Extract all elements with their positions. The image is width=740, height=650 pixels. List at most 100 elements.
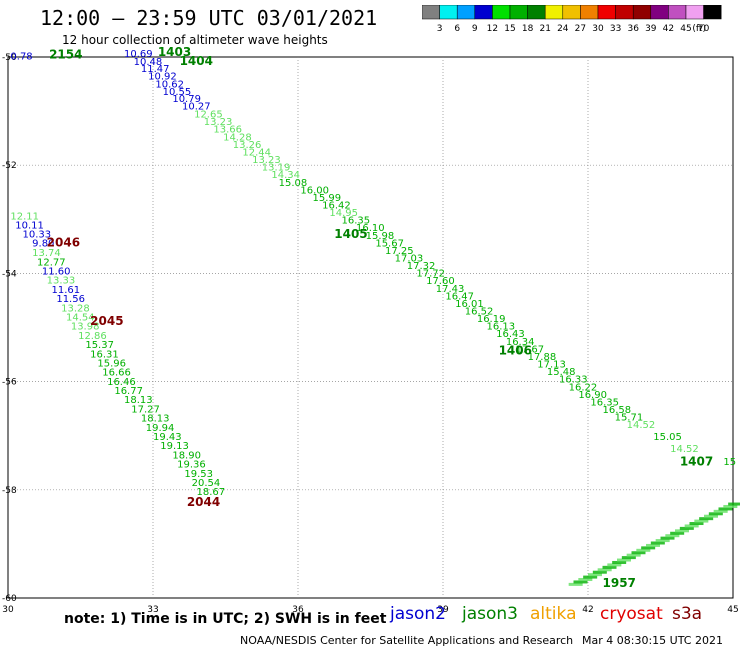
wave-height-value: 15.37 (85, 340, 114, 351)
wave-height-value: 10.33 (23, 230, 52, 241)
map-frame (7, 56, 734, 599)
wave-height-value: 15.96 (97, 358, 126, 369)
satellite-jason3-label: jason3 (462, 604, 518, 624)
wave-height-value: 18.13 (124, 395, 153, 406)
wave-height-value: 12.44 (242, 147, 271, 158)
wave-height-value: 16.43 (496, 329, 525, 340)
wave-height-value: 17.03 (395, 253, 424, 264)
generated-timestamp: Mar 4 08:30:15 UTC 2021 (582, 634, 723, 647)
pass-time-label: 2154 (49, 48, 82, 62)
wave-height-value: 13.98 (71, 322, 100, 333)
wave-height-value: 16.19 (477, 314, 506, 325)
wave-height-value: 15.48 (547, 367, 576, 378)
wave-height-value: 12.77 (37, 257, 66, 268)
track-segment (728, 502, 740, 506)
longitude-tick-label: 42 (582, 605, 593, 615)
track-segment (679, 526, 694, 530)
wave-height-value: 17.88 (528, 352, 557, 363)
legend-bin-label: 3 (437, 24, 443, 34)
track-segment (670, 531, 685, 535)
track-segment (588, 573, 602, 577)
track-segment (689, 522, 704, 526)
track-segment (660, 536, 675, 540)
satellite-cryosat-label: cryosat (600, 604, 663, 624)
wave-height-value: 16.33 (559, 375, 588, 386)
wave-height-value: 15 (723, 457, 736, 468)
wave-height-value: 16.22 (569, 382, 598, 393)
wave-height-value: 15.08 (279, 178, 308, 189)
legend-bin-label: 27 (575, 24, 586, 34)
track-segment (597, 568, 612, 572)
wave-height-value: 17.60 (426, 276, 455, 287)
legend-bin-label: 21 (539, 24, 550, 34)
wave-height-value: 17.67 (516, 344, 545, 355)
wave-height-value: 9.80 (32, 238, 54, 249)
satellite-jason2-label: jason2 (390, 604, 446, 624)
wave-height-value: 17.72 (416, 269, 445, 280)
wave-height-value: 12.11 (10, 211, 39, 222)
pass-time-label: 1957 (603, 576, 636, 590)
legend-units: (ft) (692, 24, 706, 34)
legend-bin-label: 39 (645, 24, 657, 34)
wave-height-value: 16.46 (107, 377, 136, 388)
track-segment (602, 565, 617, 569)
wave-height-value: 13.23 (252, 155, 281, 166)
wave-height-value: 11.61 (52, 285, 81, 296)
legend-bin-label: 70 (698, 24, 710, 34)
latitude-tick-label: -56 (2, 378, 17, 388)
wave-height-value: 14.54 (66, 312, 95, 323)
wave-height-value: 16.66 (102, 368, 131, 379)
track-segment (713, 509, 728, 513)
wave-height-value: 18.67 (197, 487, 226, 498)
track-segment (607, 563, 622, 567)
legend-bin-label: 45 (680, 24, 691, 34)
wave-height-value: 15.99 (313, 193, 342, 204)
wave-height-value: 13.19 (262, 163, 291, 174)
wave-height-value: 19.94 (146, 423, 175, 434)
wave-height-value: 15.67 (375, 238, 404, 249)
wave-height-value: 16.58 (603, 405, 632, 416)
wave-height-value: 17.32 (407, 261, 436, 272)
wave-height-value: 0.78 (10, 52, 32, 63)
wave-height-value: 17.25 (385, 246, 414, 257)
wave-height-value: 16.77 (114, 386, 143, 397)
legend-bin-label: 12 (487, 24, 498, 34)
latitude-tick-label: -50 (2, 53, 17, 63)
wave-height-value: 10.69 (124, 49, 153, 60)
color-scale-legend: 3 6 9 12 15 18 21 24 27 30 33 36 39 42 45 70(ft) (422, 5, 722, 34)
longitude-tick-label: 36 (292, 605, 304, 615)
legend-bin-label: 6 (454, 24, 460, 34)
wave-height-value: 20.54 (192, 478, 221, 489)
track-segment (655, 539, 670, 543)
dense-track-band (568, 502, 740, 586)
wave-height-value: 18.13 (141, 414, 170, 425)
legend-bin-label: 24 (557, 24, 569, 34)
wave-height-value: 13.66 (213, 125, 242, 136)
wave-height-value: 16.13 (487, 322, 516, 333)
wave-height-value: 16.47 (445, 291, 474, 302)
track-segment (592, 570, 607, 574)
wave-height-value: 16.10 (356, 223, 385, 234)
track-segment (573, 580, 588, 584)
track-segment (631, 551, 646, 555)
track-segment (718, 507, 733, 511)
track-segment (704, 514, 718, 518)
track-segment (641, 546, 656, 550)
pass-time-label: 1404 (180, 54, 213, 68)
wave-height-value: 16.52 (465, 307, 494, 318)
track-segment (723, 504, 738, 508)
wave-height-value: 13.26 (233, 140, 262, 151)
wave-height-value: 12.65 (194, 110, 223, 121)
wave-height-value: 13.23 (204, 117, 233, 128)
longitude-tick-label: 39 (437, 605, 449, 615)
latitude-tick-label: -54 (2, 269, 17, 279)
wave-height-value: 12.86 (78, 331, 107, 342)
track-segment (583, 575, 598, 579)
wave-height-value: 14.52 (627, 420, 656, 431)
legend-bin-label: 30 (592, 24, 604, 34)
wave-height-value: 10.55 (163, 87, 192, 98)
wave-height-value: 16.01 (455, 299, 484, 310)
satellite-s3a-label: s3a (672, 604, 703, 624)
wave-height-value: 14.95 (329, 208, 358, 219)
